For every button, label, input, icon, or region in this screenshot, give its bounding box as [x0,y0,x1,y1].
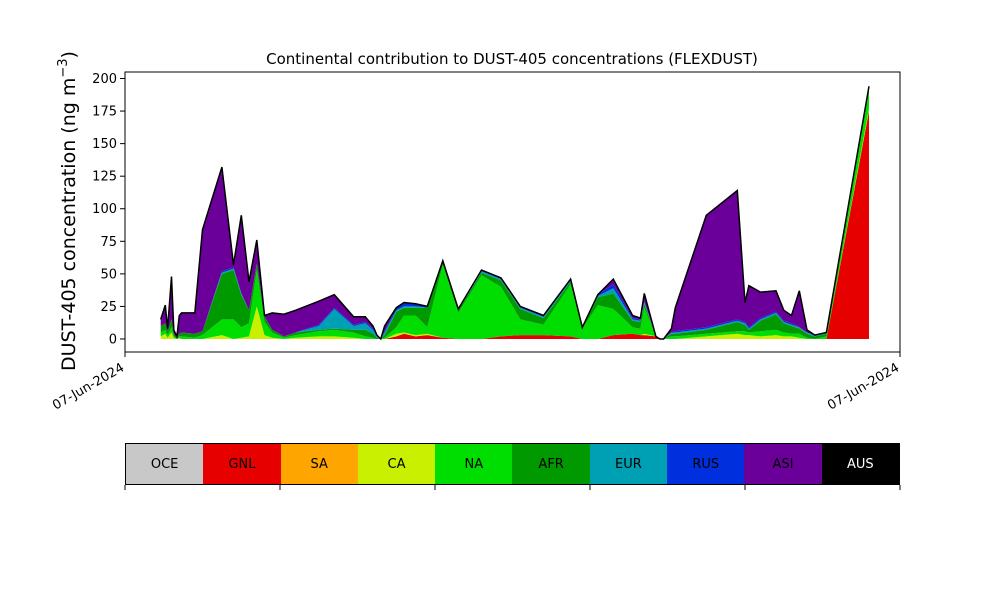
y-tick-label: 100 [92,202,117,217]
chart-title: Continental contribution to DUST-405 con… [266,50,758,68]
legend-item-ca: CA [357,444,436,484]
y-tick-label: 125 [92,170,117,185]
y-tick-label: 50 [100,267,117,282]
legend-item-asi: ASI [744,444,822,484]
legend-item-eur: EUR [589,444,668,484]
legend-item-sa: SA [280,444,358,484]
y-axis-label: DUST-405 concentration (ng m−3) [56,51,80,371]
legend-item-na: NA [435,444,513,484]
y-tick-label: 25 [100,300,117,315]
legend: OCE GNL SA CA NA AFR EUR RUS ASI AUS [125,443,900,485]
y-tick-label: 75 [100,235,117,250]
stacked-area-group [160,86,869,339]
legend-axis-ticks [124,485,901,490]
y-tick-label: 175 [92,105,117,120]
legend-item-afr: AFR [512,444,590,484]
area-series-afr [160,87,869,339]
legend-item-gnl: GNL [203,444,281,484]
y-tick-label: 150 [92,137,117,152]
y-axis-label-main: DUST-405 concentration (ng m [58,78,80,371]
legend-item-rus: RUS [667,444,745,484]
x-tick-label: 07-Jun-2024 [825,360,902,413]
x-axis-ticks: 07-Jun-2024 07-Jun-2024 [50,352,902,413]
total-outline [159,86,870,341]
y-tick-label: 0 [109,332,117,347]
legend-item-aus: AUS [821,444,899,484]
y-tick-label: 200 [92,72,117,87]
y-axis-label-superscript: −3 [56,58,71,77]
area-series-asi [160,86,869,339]
legend-item-oce: OCE [126,444,204,484]
y-axis-ticks: 0 25 50 75 100 125 150 175 200 [92,72,125,347]
y-axis-label-close: ) [58,51,80,58]
plot-frame [124,71,901,353]
